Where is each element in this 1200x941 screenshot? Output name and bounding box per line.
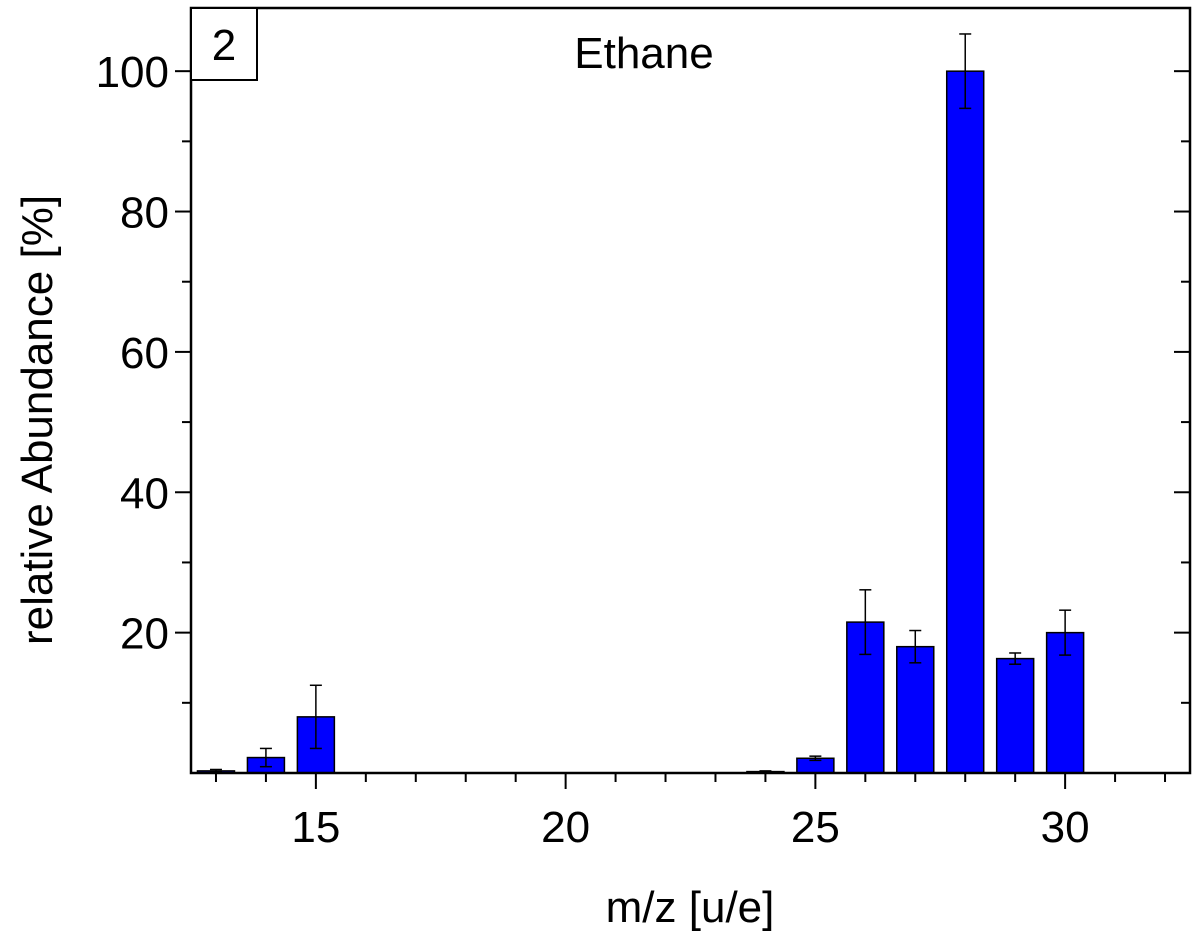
bars-group — [196, 70, 1085, 774]
x-tick-labels: 15 20 25 30 — [291, 803, 1089, 852]
y-tick-label-20: 20 — [120, 610, 169, 659]
x-axis-title: m/z [u/e] — [606, 883, 775, 932]
x-tick-label-15: 15 — [291, 803, 340, 852]
bar-mz-29 — [995, 657, 1035, 774]
y-tick-label-100: 100 — [96, 48, 169, 97]
error-bars-group — [209, 33, 1072, 774]
y-tick-label-60: 60 — [120, 329, 169, 378]
panel-label: 2 — [212, 21, 236, 70]
bar-mz-28 — [945, 70, 985, 774]
y-tick-label-80: 80 — [120, 189, 169, 238]
ticks-group — [175, 70, 1190, 789]
plot-frame — [189, 6, 1192, 775]
y-axis-title: relative Abundance [%] — [13, 195, 62, 645]
panel-label-box — [190, 7, 258, 81]
y-tick-label-40: 40 — [120, 469, 169, 518]
x-tick-label-30: 30 — [1041, 803, 1090, 852]
x-tick-label-20: 20 — [541, 803, 590, 852]
bar-mz-27 — [896, 645, 935, 774]
chart-title: Ethane — [574, 29, 713, 78]
y-tick-labels: 20 40 60 80 100 — [96, 48, 169, 658]
x-tick-label-25: 25 — [791, 803, 840, 852]
